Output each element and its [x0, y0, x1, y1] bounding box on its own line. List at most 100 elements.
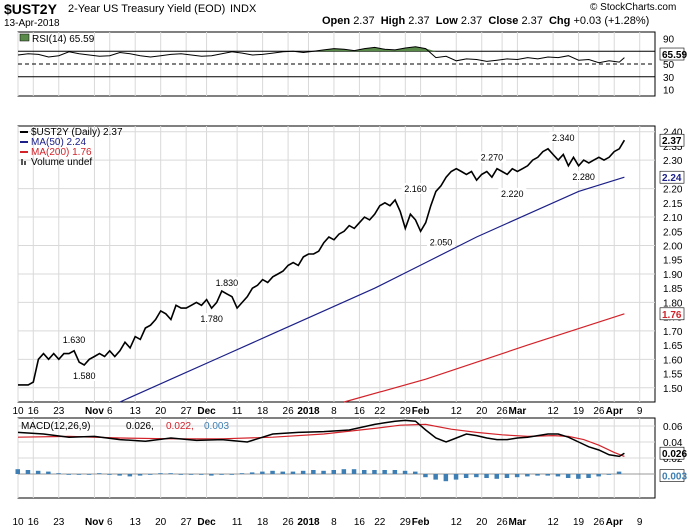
- macd-histogram-bar: [158, 473, 163, 474]
- macd-histogram-bar: [270, 470, 275, 474]
- x-axis-label: 29: [400, 406, 412, 417]
- x-axis-label: Dec: [197, 406, 216, 417]
- rsi-legend-swatch: [19, 33, 30, 42]
- macd-histogram-bar: [249, 472, 255, 474]
- x-axis-label: 16: [354, 406, 366, 417]
- price-line: [18, 139, 626, 386]
- x-axis-label: 11: [232, 406, 243, 417]
- low-label: Low: [435, 15, 458, 27]
- macd-histogram-bar: [117, 474, 122, 476]
- macd-line: [17, 419, 625, 458]
- rsi-tick-label: 10: [663, 86, 675, 97]
- macd-histogram-bar: [372, 470, 377, 474]
- price-annotation: 2.220: [501, 189, 524, 199]
- rsi-value-tag-box: [659, 47, 685, 61]
- macd-histogram-bar: [392, 470, 398, 474]
- x-axis-label: 26: [283, 406, 295, 417]
- macd-x-axis-label: Mar: [509, 517, 527, 528]
- macd-histogram-bar: [66, 474, 71, 475]
- price-value-tag-box: [659, 133, 685, 147]
- macd-histogram-bar: [545, 474, 550, 476]
- price-annotation-bg: [401, 182, 430, 194]
- price-annotation: 2.050: [430, 237, 453, 247]
- macd-histogram-bar: [76, 474, 82, 475]
- ma50-value-tag: 2.24: [662, 173, 682, 184]
- macd-histogram-bar: [433, 474, 438, 480]
- x-axis-label: 10: [12, 406, 24, 417]
- price-tick-label: 1.95: [663, 256, 683, 267]
- rsi-tick-label: 30: [663, 73, 675, 84]
- macd-x-axis-label: 10: [12, 517, 24, 528]
- x-axis-label: 16: [28, 406, 40, 417]
- macd-histogram-bar: [443, 474, 449, 482]
- macd-histogram-bar: [209, 474, 214, 476]
- rsi-tick-label: 50: [663, 60, 675, 71]
- macd-x-axis-label: 26: [497, 517, 509, 528]
- ma50-line: [119, 176, 625, 403]
- macd-hist-value-tag-box: [659, 469, 685, 482]
- macd-x-axis-label: 18: [257, 517, 269, 528]
- macd-histogram-bar: [616, 471, 622, 474]
- x-axis-label: 20: [155, 406, 167, 417]
- macd-histogram-bar: [290, 471, 296, 474]
- macd-histogram-bar: [56, 473, 61, 474]
- price-tick-label: 2.35: [663, 142, 683, 153]
- price-tick-label: 1.50: [663, 384, 683, 395]
- macd-histogram-bar: [137, 474, 143, 476]
- price-tick-label: 2.20: [663, 185, 683, 196]
- x-axis-label: Nov: [85, 406, 104, 417]
- price-tick-label: 1.70: [663, 327, 683, 338]
- price-annotation: 2.160: [404, 184, 427, 194]
- ohlc-readout: Open 2.37 High 2.37 Low 2.37 Close 2.37 …: [322, 15, 649, 27]
- x-axis-label: 26: [497, 406, 509, 417]
- price-annotation: 2.340: [552, 133, 575, 143]
- macd-signal-legend-value: 0.022,: [166, 421, 194, 432]
- macd-histogram-bar: [525, 474, 530, 477]
- macd-x-axis-label: Apr: [606, 517, 623, 528]
- legend-ma50-label: MA(50) 2.24: [31, 137, 86, 148]
- macd-x-axis-label: 2018: [297, 517, 320, 528]
- macd-histogram-bar: [351, 469, 357, 474]
- macd-histogram-bar: [565, 474, 571, 478]
- macd-x-axis-label: 19: [573, 517, 585, 528]
- price-tick-label: 1.90: [663, 270, 683, 281]
- macd-histogram-bar: [178, 474, 184, 475]
- macd-histogram-bar: [463, 474, 469, 478]
- price-tick-label: 2.10: [663, 213, 683, 224]
- rsi-value-tag: 65.59: [662, 50, 687, 61]
- macd-histogram-bar: [423, 474, 428, 478]
- macd-histogram-bar: [413, 471, 418, 474]
- macd-hist-value-tag: 0.003: [662, 472, 687, 483]
- price-annotation-bg: [477, 151, 506, 163]
- macd-x-axis-label: 27: [181, 517, 193, 528]
- macd-x-axis-label: 8: [331, 517, 337, 528]
- macd-histogram-bar: [199, 474, 204, 475]
- macd-x-axis-label: 20: [155, 517, 167, 528]
- x-axis-label: 20: [476, 406, 488, 417]
- macd-tick-label: 0.06: [663, 422, 683, 433]
- macd-histogram-bar: [484, 474, 489, 478]
- macd-histogram-bar: [229, 474, 234, 475]
- x-axis-label: 23: [53, 406, 65, 417]
- macd-histogram-bar: [239, 473, 245, 474]
- macd-x-axis-label: 12: [548, 517, 560, 528]
- macd-histogram-bar: [514, 474, 520, 478]
- high-label: High: [380, 15, 406, 27]
- macd-histogram-bar: [25, 470, 31, 474]
- ma200-value-tag: 1.76: [662, 310, 682, 321]
- rsi-tick-label: 90: [663, 34, 675, 45]
- watermark: © StockCharts.com: [590, 2, 677, 13]
- price-tick-label: 2.15: [663, 199, 683, 210]
- price-tick-label: 1.60: [663, 355, 683, 366]
- macd-value-tag-box: [659, 446, 685, 460]
- macd-histogram-bar: [504, 474, 510, 478]
- x-axis-label: 19: [573, 406, 585, 417]
- price-annotation-bg: [212, 276, 241, 288]
- legend-volume-swatch: [21, 159, 23, 165]
- macd-x-axis-label: Feb: [412, 517, 430, 528]
- high-value: 2.37: [408, 15, 430, 27]
- macd-histogram-bar: [107, 474, 112, 475]
- ma50-value-tag-box: [659, 170, 685, 184]
